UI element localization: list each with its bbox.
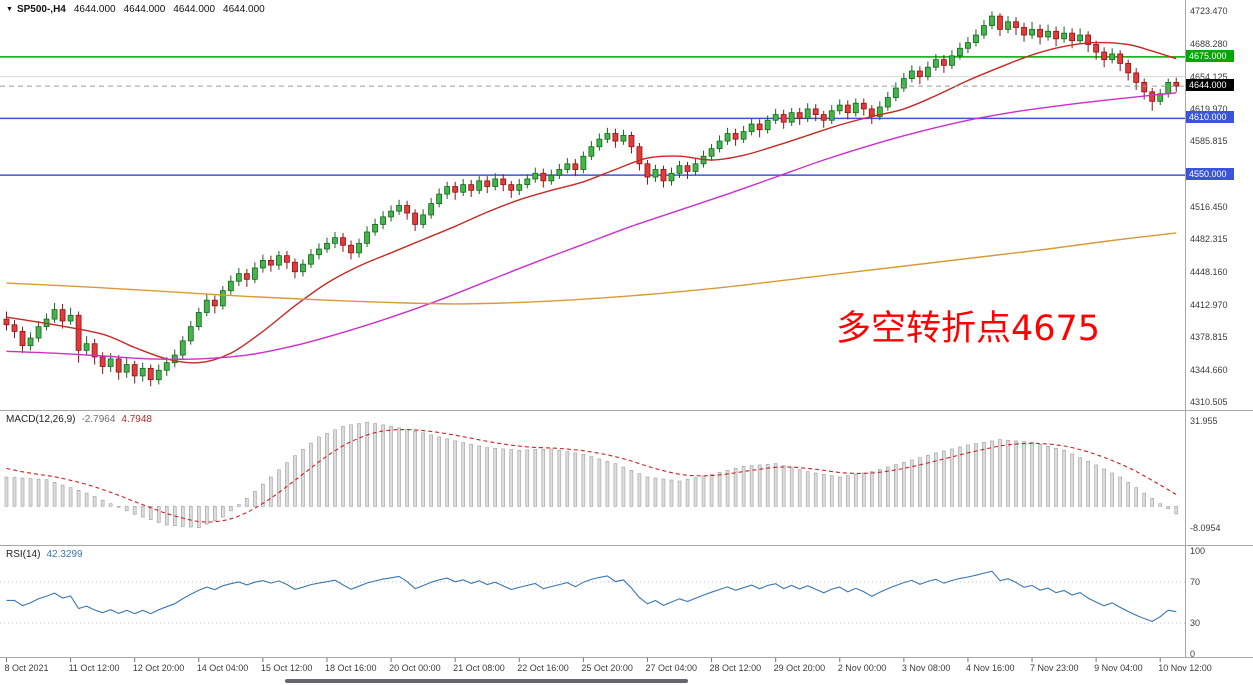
- rsi-indicator-label: RSI(14) 42.3299: [6, 549, 83, 560]
- symbol-quote-bar: ▼ SP500-,H4 4644.000 4644.000 4644.000 4644.0…: [6, 4, 265, 15]
- chart-annotation: 多空转折点4675: [836, 309, 1101, 349]
- quote-close: 4644.000: [223, 4, 265, 15]
- rsi-name: RSI(14): [6, 549, 41, 560]
- symbol-timeframe-label: SP500-,H4: [16, 4, 66, 15]
- quote-high: 4644.000: [123, 4, 166, 15]
- macd-signal-value: 4.7948: [121, 414, 152, 425]
- macd-main-value: -2.7964: [81, 414, 116, 425]
- macd-name: MACD(12,26,9): [6, 414, 76, 425]
- quote-low: 4644.000: [173, 4, 216, 15]
- collapse-quote-icon[interactable]: ▼: [6, 6, 13, 13]
- horizontal-scrollbar-thumb[interactable]: [285, 679, 688, 683]
- macd-indicator-label: MACD(12,26,9) -2.7964 4.7948: [6, 414, 152, 425]
- rsi-value: 42.3299: [46, 549, 83, 560]
- quote-open: 4644.000: [73, 4, 116, 15]
